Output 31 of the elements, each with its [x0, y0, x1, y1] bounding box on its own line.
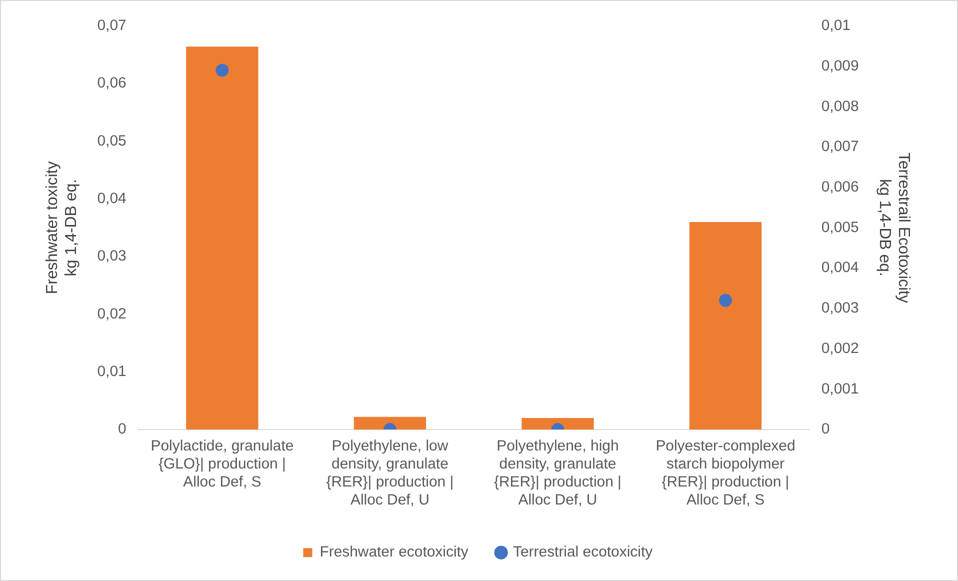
x-tick-label: Polyethylene, high density, granulate {RER}| production | Alloc Def, U: [494, 438, 622, 508]
x-tick-label: Polyester-complexed starch biopolymer {RER}| production | Alloc Def, S: [656, 438, 796, 508]
y2-tick-label: 0,005: [821, 218, 859, 236]
y2-tick-label: 0,002: [821, 340, 859, 357]
y-tick-label: 0,02: [97, 305, 126, 322]
y2-tick-label: 0,007: [821, 138, 859, 156]
x-tick-label: Polylactide, granulate {GLO}| production | Alloc Def, S: [150, 438, 294, 490]
y2-tick-label: 0,003: [821, 300, 859, 317]
bar: [354, 416, 426, 430]
legend-label: Freshwater ecotoxicity: [320, 544, 469, 561]
y2-tick-label: 0,009: [821, 57, 859, 74]
y-tick-label: 0,06: [97, 74, 126, 92]
bar: [522, 418, 594, 430]
y-axis-title: Freshwater toxicity kg 1,4-DB eq.: [44, 161, 80, 294]
y-tick-label: 0,01: [97, 362, 126, 380]
y2-tick-label: 0,01: [821, 17, 850, 34]
bar: [689, 222, 762, 430]
bar: [186, 46, 258, 430]
y2-tick-label: 0: [821, 420, 830, 438]
y-tick-label: 0: [118, 420, 126, 438]
y-tick-label: 0,05: [97, 132, 126, 150]
y2-axis-title: Terrestrail Ecotoxicity kg 1,4-DB eq.: [876, 152, 912, 303]
y2-tick-label: 0,001: [821, 380, 859, 398]
y-tick-label: 0,04: [97, 190, 126, 208]
y2-tick-label: 0,008: [821, 98, 859, 115]
y2-tick-label: 0,004: [821, 259, 859, 276]
y-tick-label: 0,03: [97, 248, 126, 265]
x-tick-label: Polyethylene, low density, granulate {RER}| production | Alloc Def, U: [326, 438, 454, 508]
legend-label: Terrestrial ecotoxicity: [513, 544, 654, 561]
y-tick-label: 0,07: [97, 17, 126, 34]
y2-tick-label: 0,006: [821, 178, 859, 196]
